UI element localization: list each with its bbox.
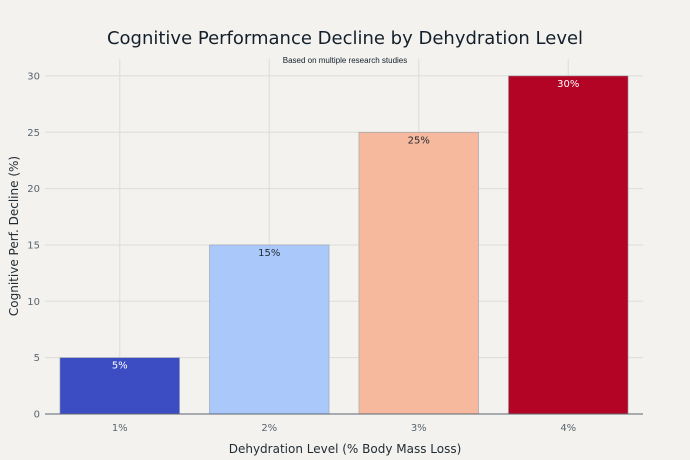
y-tick-label: 20 bbox=[27, 184, 40, 195]
bar-4pct bbox=[508, 75, 629, 415]
x-tick-label: 3% bbox=[411, 423, 427, 434]
data-label: 30% bbox=[557, 79, 579, 90]
y-tick-label: 30 bbox=[27, 71, 40, 82]
data-label: 5% bbox=[112, 361, 128, 372]
data-label: 25% bbox=[408, 135, 430, 146]
x-axis-ticks: 1% 2% 3% 4% bbox=[112, 423, 576, 434]
x-tick-label: 1% bbox=[112, 423, 128, 434]
bar-1pct bbox=[59, 357, 180, 415]
data-labels: 5% 15% 25% 30% bbox=[112, 79, 580, 372]
y-tick-label: 25 bbox=[27, 128, 40, 139]
bar-2pct bbox=[209, 244, 330, 415]
x-axis-title: Dehydration Level (% Body Mass Loss) bbox=[229, 442, 462, 456]
y-tick-label: 0 bbox=[34, 410, 40, 421]
y-tick-label: 15 bbox=[27, 240, 40, 251]
x-tick-label: 4% bbox=[560, 423, 576, 434]
y-axis-title: Cognitive Perf. Decline (%) bbox=[7, 156, 21, 316]
y-tick-label: 5 bbox=[34, 353, 40, 364]
bars bbox=[59, 75, 629, 415]
y-tick-label: 10 bbox=[27, 297, 40, 308]
x-tick-label: 2% bbox=[261, 423, 277, 434]
data-label: 15% bbox=[258, 248, 280, 259]
chart-title: Cognitive Performance Decline by Dehydra… bbox=[107, 28, 583, 49]
chart-subtitle: Based on multiple research studies bbox=[283, 56, 408, 65]
bar-3pct bbox=[358, 131, 479, 415]
y-axis-ticks: 0 5 10 15 20 25 30 bbox=[27, 71, 40, 420]
